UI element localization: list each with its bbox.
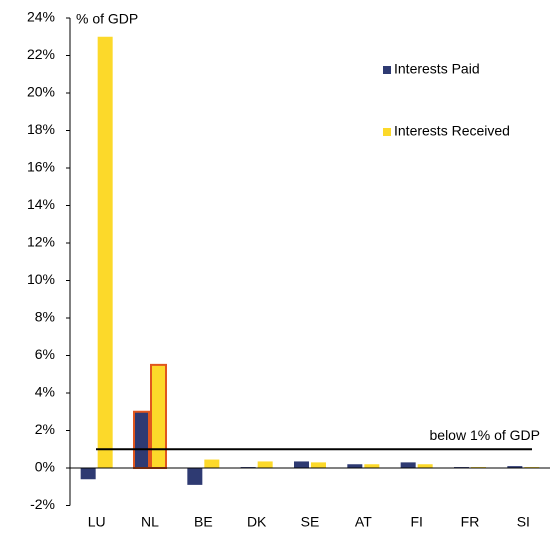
legend-label: Interests Received: [394, 123, 510, 139]
y-tick-label: 16%: [27, 159, 55, 175]
y-tick-label: 24%: [27, 9, 55, 25]
bar: [400, 462, 416, 468]
bar: [311, 462, 326, 468]
x-tick-label: AT: [355, 514, 372, 530]
y-tick-label: 14%: [27, 196, 55, 212]
x-tick-label: NL: [141, 514, 159, 530]
bar: [80, 468, 96, 480]
y-tick-label: 10%: [27, 271, 55, 287]
y-tick-label: -2%: [30, 496, 55, 512]
bar: [204, 459, 220, 468]
x-tick-label: BE: [194, 514, 213, 530]
bar: [347, 464, 363, 468]
y-tick-label: 4%: [35, 384, 55, 400]
x-tick-label: DK: [247, 514, 267, 530]
x-tick-label: FI: [410, 514, 422, 530]
y-tick-label: 18%: [27, 121, 55, 137]
x-tick-label: SE: [301, 514, 320, 530]
reference-label: below 1% of GDP: [430, 427, 541, 443]
x-tick-label: FR: [461, 514, 480, 530]
legend-swatch: [383, 128, 391, 136]
y-axis-label: % of GDP: [76, 11, 138, 27]
bar: [257, 461, 273, 468]
y-tick-label: 2%: [35, 421, 55, 437]
y-tick-label: 6%: [35, 346, 55, 362]
legend-swatch: [383, 66, 391, 74]
x-tick-label: LU: [88, 514, 106, 530]
bar: [364, 464, 380, 468]
y-tick-label: 0%: [35, 459, 55, 475]
bar: [150, 363, 167, 469]
legend-label: Interests Paid: [394, 61, 480, 77]
bar: [417, 464, 433, 468]
y-tick-label: 22%: [27, 46, 55, 62]
bar: [294, 461, 309, 468]
bar: [97, 36, 113, 468]
bar: [187, 468, 203, 485]
x-tick-label: SI: [517, 514, 530, 530]
y-tick-label: 12%: [27, 234, 55, 250]
y-tick-label: 8%: [35, 309, 55, 325]
bar: [507, 466, 523, 468]
bar: [133, 410, 150, 469]
y-tick-label: 20%: [27, 84, 55, 100]
